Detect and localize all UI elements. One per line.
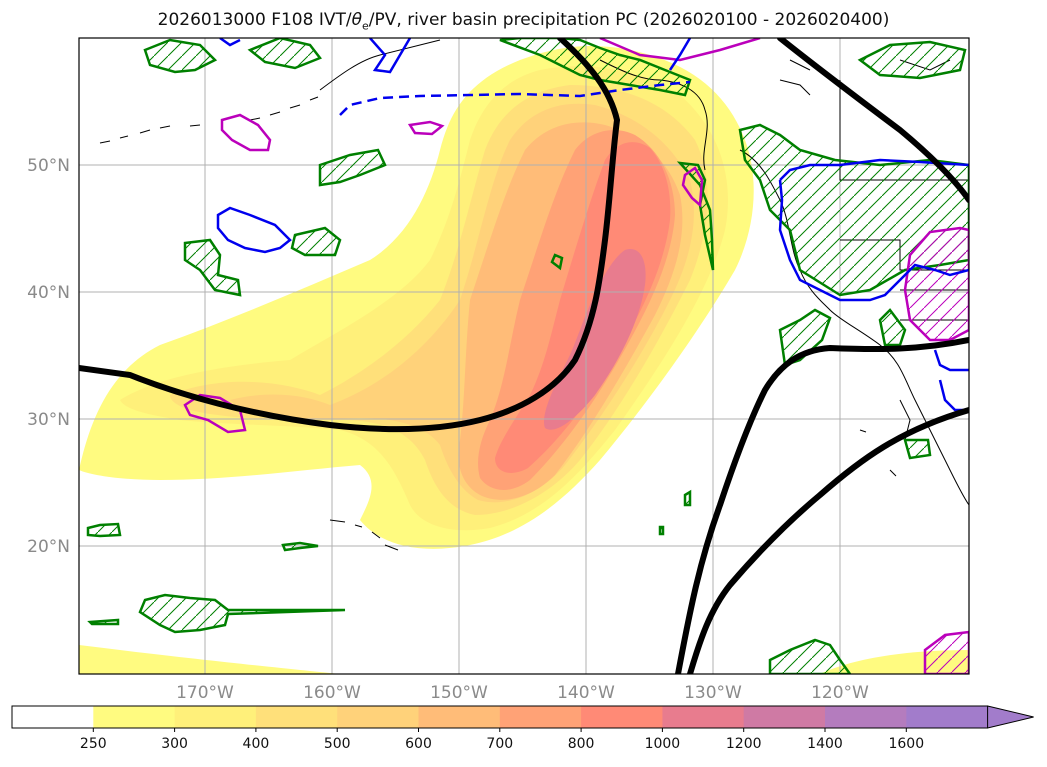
colorbar-tick-label: 300 — [161, 736, 188, 752]
colorbar-tick-label: 250 — [80, 736, 107, 752]
colorbar-segment — [662, 706, 745, 728]
lon-tick-150w: 150°W — [430, 683, 488, 703]
precip-magenta-regions — [183, 38, 969, 674]
map-title: 2026013000 F108 IVT/θe/PV, river basin p… — [157, 10, 890, 33]
ivt-contour-1000 — [544, 249, 646, 430]
lon-tick-140w: 140°W — [557, 683, 615, 703]
colorbar-tick-label: 1600 — [888, 736, 924, 752]
colorbar-tick-label: 1000 — [645, 736, 681, 752]
theta-e-dashed-contour — [339, 80, 691, 116]
colorbar-segment — [174, 706, 257, 728]
colorbar-segment — [906, 706, 989, 728]
colorbar-segment — [12, 706, 94, 728]
lat-tick-40: 40°N — [27, 283, 70, 303]
lat-tick-50: 50°N — [27, 156, 70, 176]
colorbar-tick-label: 600 — [405, 736, 432, 752]
ivt-contour-250-bottom — [79, 645, 340, 674]
colorbar-segment — [825, 706, 907, 728]
colorbar — [11, 705, 1034, 729]
colorbar-extend-arrow — [987, 705, 1034, 729]
colorbar-labels: 250 300 400 500 600 700 800 1000 1200 1400 1600 — [80, 728, 924, 752]
colorbar-segment — [743, 706, 826, 728]
colorbar-tick-label: 400 — [243, 736, 270, 752]
lon-tick-labels: 170°W 160°W 150°W 140°W 130°W 120°W — [176, 683, 869, 703]
lat-tick-20: 20°N — [27, 537, 70, 557]
colorbar-tick-label: 500 — [324, 736, 351, 752]
colorbar-segment — [255, 706, 338, 728]
colorbar-segment — [337, 706, 419, 728]
lon-tick-160w: 160°W — [303, 683, 361, 703]
lon-tick-170w: 170°W — [176, 683, 234, 703]
map-plot-area — [79, 38, 969, 674]
lon-tick-130w: 130°W — [684, 683, 742, 703]
theta-e-contours — [216, 38, 969, 412]
ivt-contour-800 — [495, 142, 671, 473]
map-frame — [78, 37, 970, 675]
colorbar-tick-label: 700 — [486, 736, 513, 752]
lat-tick-labels: 50°N 40°N 30°N 20°N — [27, 156, 70, 557]
colorbar-segment — [418, 706, 501, 728]
colorbar-segment — [581, 706, 663, 728]
colorbar-segment — [93, 706, 176, 728]
colorbar-tick-label: 1400 — [807, 736, 843, 752]
colorbar-tick-label: 1200 — [726, 736, 762, 752]
pv-contours — [79, 38, 969, 674]
ivt-shading — [79, 45, 969, 674]
colorbar-segment — [499, 706, 582, 728]
lat-tick-30: 30°N — [27, 410, 70, 430]
colorbar-tick-label: 800 — [568, 736, 595, 752]
lon-tick-120w: 120°W — [811, 683, 869, 703]
